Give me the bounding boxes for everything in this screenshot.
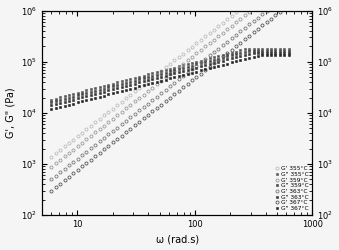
Line: G' 367°C: G' 367°C bbox=[50, 3, 290, 192]
G" 363°C bbox=[49, 104, 53, 107]
G" 355°C bbox=[265, 47, 269, 50]
G" 359°C bbox=[93, 89, 97, 92]
G" 355°C bbox=[76, 91, 80, 94]
G' 363°C bbox=[93, 143, 97, 146]
G' 363°C bbox=[49, 178, 53, 181]
G" 363°C bbox=[106, 89, 111, 92]
G" 367°C bbox=[49, 108, 53, 111]
G' 367°C bbox=[137, 120, 141, 123]
G' 367°C bbox=[287, 3, 291, 6]
Line: G' 363°C: G' 363°C bbox=[50, 0, 290, 181]
G" 367°C bbox=[265, 54, 269, 57]
G" 355°C bbox=[137, 75, 141, 78]
G" 363°C bbox=[282, 51, 286, 54]
G' 367°C bbox=[93, 155, 97, 158]
G" 367°C bbox=[76, 101, 80, 104]
Line: G" 363°C: G" 363°C bbox=[50, 52, 290, 107]
G" 363°C bbox=[265, 51, 269, 54]
G" 355°C bbox=[287, 47, 291, 50]
Line: G" 359°C: G" 359°C bbox=[50, 49, 290, 104]
G" 359°C bbox=[282, 49, 286, 52]
G" 359°C bbox=[76, 94, 80, 97]
G' 363°C bbox=[76, 157, 80, 160]
G' 359°C bbox=[93, 131, 97, 134]
G" 355°C bbox=[49, 98, 53, 101]
G" 355°C bbox=[282, 47, 286, 50]
G' 367°C bbox=[260, 24, 264, 27]
G" 367°C bbox=[106, 93, 111, 96]
G" 355°C bbox=[93, 87, 97, 90]
Legend: G' 355°C, G" 355°C, G' 359°C, G" 359°C, G' 363°C, G" 363°C, G' 367°C, G" 367°C: G' 355°C, G" 355°C, G' 359°C, G" 359°C, … bbox=[274, 165, 310, 212]
G" 367°C bbox=[93, 96, 97, 100]
G' 359°C bbox=[76, 145, 80, 148]
G' 363°C bbox=[137, 109, 141, 112]
G" 359°C bbox=[49, 101, 53, 104]
G' 359°C bbox=[137, 96, 141, 100]
G' 367°C bbox=[76, 168, 80, 172]
G' 363°C bbox=[260, 13, 264, 16]
G" 355°C bbox=[247, 47, 251, 50]
G" 363°C bbox=[76, 97, 80, 100]
G" 363°C bbox=[252, 51, 256, 54]
G" 367°C bbox=[282, 54, 286, 57]
G' 355°C bbox=[93, 121, 97, 124]
G" 363°C bbox=[93, 92, 97, 95]
G" 367°C bbox=[260, 54, 264, 57]
G" 359°C bbox=[265, 49, 269, 52]
G" 359°C bbox=[106, 86, 111, 89]
Y-axis label: G', G" (Pa): G', G" (Pa) bbox=[5, 88, 16, 138]
G" 367°C bbox=[137, 85, 141, 88]
G" 367°C bbox=[287, 54, 291, 57]
G' 355°C bbox=[76, 135, 80, 138]
G' 367°C bbox=[282, 7, 286, 10]
G' 355°C bbox=[106, 110, 111, 114]
G" 363°C bbox=[287, 51, 291, 54]
G' 355°C bbox=[137, 86, 141, 90]
G' 359°C bbox=[106, 120, 111, 124]
Line: G" 355°C: G" 355°C bbox=[50, 48, 290, 101]
G' 367°C bbox=[106, 144, 111, 147]
G" 363°C bbox=[137, 81, 141, 84]
G' 359°C bbox=[49, 165, 53, 168]
Line: G' 359°C: G' 359°C bbox=[50, 0, 290, 168]
G' 359°C bbox=[260, 0, 264, 3]
G' 367°C bbox=[49, 189, 53, 192]
G" 355°C bbox=[106, 83, 111, 86]
G" 359°C bbox=[287, 49, 291, 52]
Line: G" 367°C: G" 367°C bbox=[50, 54, 290, 111]
X-axis label: ω (rad.s): ω (rad.s) bbox=[156, 234, 199, 244]
G' 355°C bbox=[49, 155, 53, 158]
G" 359°C bbox=[137, 78, 141, 81]
Line: G' 355°C: G' 355°C bbox=[50, 0, 290, 158]
G" 359°C bbox=[252, 49, 256, 52]
G' 363°C bbox=[106, 133, 111, 136]
